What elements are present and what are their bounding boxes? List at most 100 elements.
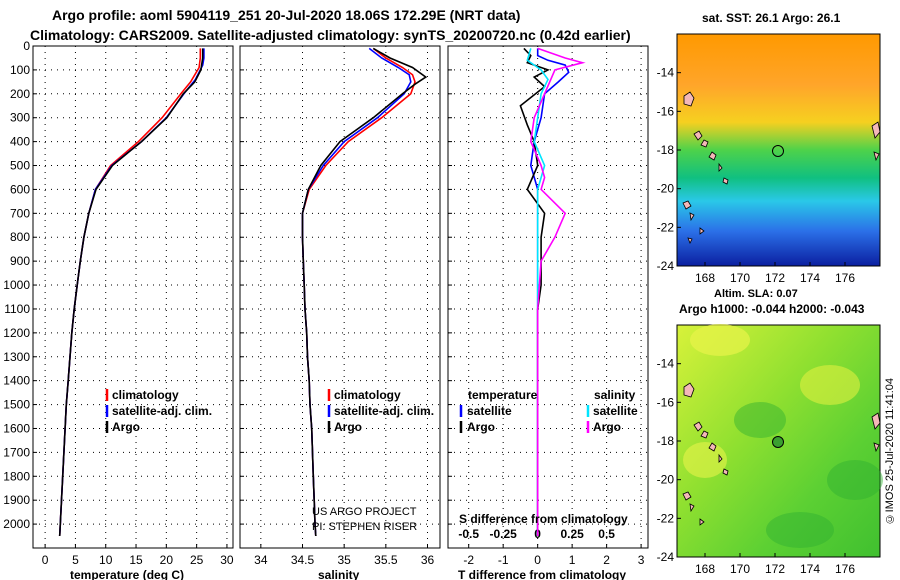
y-tick-label: 1300 — [3, 350, 30, 364]
legend-title-salinity: salinity — [594, 388, 636, 402]
legend-label-argo: Argo — [112, 420, 140, 434]
data-series — [58, 47, 586, 537]
map-x-tick-label: 168 — [695, 562, 715, 576]
y-tick-label: 1900 — [3, 493, 30, 507]
map-x-tick-label: 170 — [730, 562, 750, 576]
map-y-tick-label: -14 — [657, 357, 675, 371]
sst-island-outline — [682, 91, 881, 244]
sla-blob — [800, 365, 860, 405]
legend-label-climatology: climatology — [112, 388, 179, 402]
y-tick-label: 500 — [10, 159, 30, 173]
sla-map-subtitle: Argo h1000: -0.044 h2000: -0.043 — [679, 302, 865, 316]
x-tick-label: 15 — [129, 553, 143, 567]
s-tick-label: -0.25 — [489, 527, 517, 541]
map-x-tick-label: 172 — [765, 271, 785, 285]
x-tick-label: 20 — [160, 553, 174, 567]
y-tick-label: 200 — [10, 87, 30, 101]
x-tick-label: 2 — [603, 553, 610, 567]
s-tick-label: 0.5 — [598, 527, 615, 541]
y-tick-label: 1700 — [3, 445, 30, 459]
sla-map-title: Altim. SLA: 0.07 — [714, 288, 798, 300]
y-tick-label: 1800 — [3, 469, 30, 483]
sla-blob — [734, 402, 786, 438]
s-tick-label: -0.5 — [458, 527, 479, 541]
y-tick-label: 0 — [23, 39, 30, 53]
sla-blob — [766, 512, 834, 548]
gridlines — [33, 45, 648, 548]
project-annotation-line-2: PI: STEPHEN RISER — [312, 521, 417, 533]
legend-label-s-argo: Argo — [593, 420, 621, 434]
x-tick-label: 3 — [638, 553, 645, 567]
legend-title-temperature: temperature — [468, 388, 538, 402]
map-y-tick-label: -18 — [657, 434, 675, 448]
series-satellite-adj-clim- — [58, 48, 205, 537]
salinity-axes — [239, 45, 441, 549]
legend-label-s-satellite: satellite — [593, 404, 638, 418]
temperature-xlabel: temperature (deg C) — [70, 568, 184, 580]
x-tick-label: 30 — [220, 553, 234, 567]
title-line-2: Climatology: CARS2009. Satellite-adjuste… — [30, 27, 631, 43]
x-tick-label: 5 — [72, 553, 79, 567]
y-tick-label: 300 — [10, 111, 30, 125]
sst-map-title: sat. SST: 26.1 Argo: 26.1 — [702, 11, 841, 25]
salinity-legend: climatology satellite-adj. clim. Argo US… — [312, 388, 434, 533]
map-y-tick-label: -20 — [657, 473, 675, 487]
map-x-tick-label: 172 — [765, 562, 785, 576]
map-x-tick-label: 174 — [800, 562, 820, 576]
x-tick-label: 10 — [99, 553, 113, 567]
series-s-satellite — [526, 48, 549, 536]
series-s-argo — [529, 47, 586, 536]
x-tick-label: 0 — [534, 553, 541, 567]
sla-blob — [827, 460, 883, 500]
map-y-tick-label: -16 — [657, 395, 675, 409]
sla-profile-marker — [772, 436, 784, 448]
series-climatology — [58, 48, 202, 537]
y-tick-label: 400 — [10, 135, 30, 149]
y-tick-label: 1400 — [3, 374, 30, 388]
legend-label-t-satellite: satellite — [467, 404, 512, 418]
map-y-tick-label: -22 — [657, 220, 675, 234]
sst-profile-marker — [772, 145, 784, 157]
y-tick-label: 100 — [10, 63, 30, 77]
copyright-timestamp: ©IMOS 25-Jul-2020 11:41:04 — [884, 378, 896, 525]
difference-top-xlabel: S difference from climatology — [459, 512, 628, 526]
difference-axes — [447, 45, 649, 549]
map-y-tick-label: -20 — [657, 182, 675, 196]
y-tick-label: 1600 — [3, 421, 30, 435]
y-tick-label: 1500 — [3, 398, 30, 412]
title-line-1: Argo profile: aoml 5904119_251 20-Jul-20… — [52, 7, 521, 23]
y-tick-label: 1000 — [3, 278, 30, 292]
y-tick-label: 700 — [10, 206, 30, 220]
sst-map-field — [676, 33, 881, 267]
project-annotation-line-1: US ARGO PROJECT — [312, 506, 417, 518]
s-tick-label: 0.25 — [560, 527, 584, 541]
sla-blob — [690, 324, 750, 356]
map-y-tick-label: -14 — [657, 66, 675, 80]
map-x-tick-label: 176 — [835, 271, 855, 285]
legend-label-t-argo: Argo — [467, 420, 495, 434]
x-tick-label: -2 — [463, 553, 474, 567]
legend-label-satellite: satellite-adj. clim. — [112, 404, 212, 418]
x-tick-label: 25 — [190, 553, 204, 567]
difference-xlabel: T difference from climatology — [458, 568, 626, 580]
series-argo — [301, 47, 428, 537]
salinity-xlabel: salinity — [318, 568, 360, 580]
series-satellite-adj-clim- — [301, 47, 412, 537]
map-y-tick-label: -16 — [657, 104, 675, 118]
map-x-tick-label: 168 — [695, 271, 715, 285]
x-tick-label: 34 — [254, 553, 268, 567]
series-climatology — [301, 47, 416, 537]
map-y-tick-label: -22 — [657, 511, 675, 525]
sla-blob — [683, 442, 727, 478]
temperature-legend: climatology satellite-adj. clim. Argo — [105, 388, 212, 434]
y-tick-label: 1200 — [3, 326, 30, 340]
map-axis-ticks: 168 170 172 174 176 -14 -16 -18 -20 -22 -24 168 170 1… — [657, 66, 856, 576]
series-argo — [58, 48, 204, 537]
difference-legend: temperature salinity satellite Argo sate… — [459, 388, 638, 434]
y-tick-label: 800 — [10, 230, 30, 244]
sst-map — [676, 33, 881, 267]
map-y-tick-label: -24 — [657, 550, 675, 564]
temperature-axes — [32, 45, 234, 549]
x-tick-label: 34.5 — [291, 553, 315, 567]
